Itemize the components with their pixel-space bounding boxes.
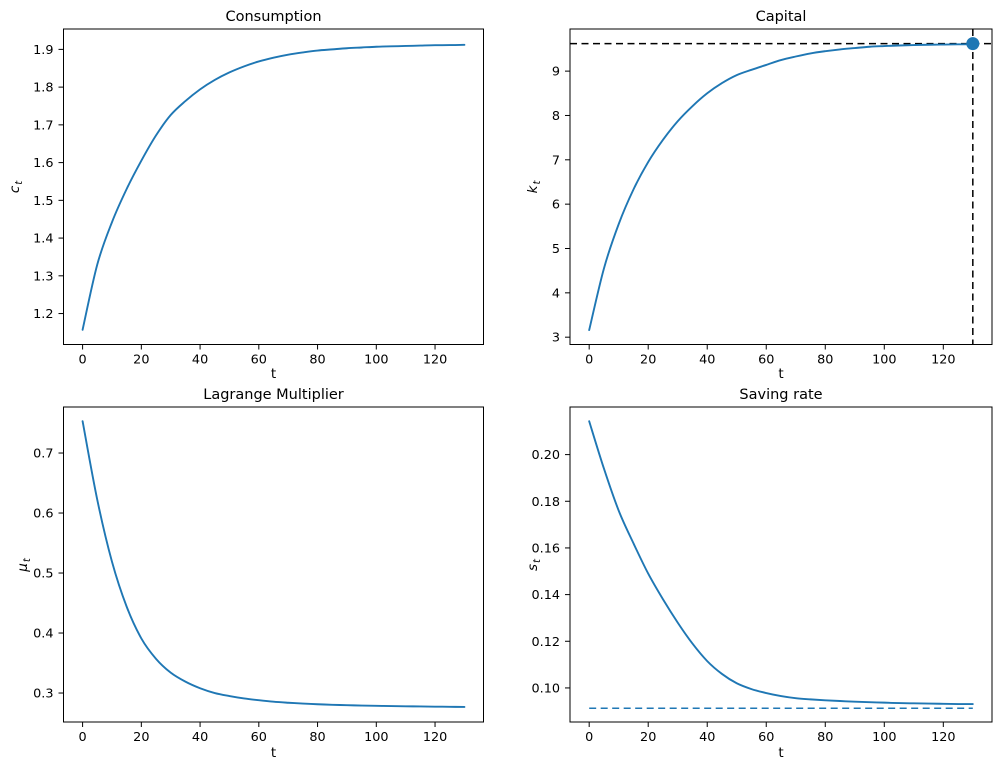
tick-label: 40 bbox=[699, 353, 715, 368]
tick-label: 1.4 bbox=[33, 232, 53, 247]
y-axis-symbol: k bbox=[525, 185, 541, 194]
tick-label: 0.20 bbox=[532, 448, 561, 463]
tick-label: 0.4 bbox=[33, 627, 53, 642]
tick-label: 1.9 bbox=[33, 43, 53, 58]
tick-label: 100 bbox=[872, 730, 896, 745]
x-axis-label: t bbox=[270, 366, 277, 382]
tick-label: 8 bbox=[552, 109, 560, 124]
consumption-curve bbox=[81, 43, 466, 331]
consumption-plot: 0 20 40 60 80 100 120 1.2 1.3 1.4 1.5 1.6 1.7 1.8 1.9 bbox=[33, 28, 484, 368]
tick-label: 1.8 bbox=[33, 81, 53, 96]
x-axis-label: t bbox=[778, 745, 784, 761]
chart-title-saving-rate: Saving rate bbox=[739, 387, 823, 403]
tick-label: 20 bbox=[133, 353, 149, 368]
tick-label: 100 bbox=[872, 353, 896, 368]
chart-title-capital: Capital bbox=[755, 9, 807, 25]
tick-label: 1.5 bbox=[33, 194, 53, 209]
tick-label: 5 bbox=[552, 242, 560, 257]
tick-label: 0.7 bbox=[33, 447, 53, 462]
y-axis-subscript: t bbox=[14, 180, 25, 185]
y-axis-subscript: t bbox=[532, 180, 543, 185]
tick-label: 6 bbox=[552, 198, 560, 213]
tick-label: 0.14 bbox=[532, 588, 561, 603]
tick-label: 100 bbox=[364, 730, 388, 745]
y-axis-label: ct bbox=[7, 181, 25, 193]
consumption-spines bbox=[63, 28, 484, 345]
tick-label: 80 bbox=[309, 730, 325, 745]
tick-label: 40 bbox=[192, 353, 208, 368]
tick-label: 0.12 bbox=[532, 635, 561, 650]
y-axis-subscript: t bbox=[22, 557, 33, 562]
lagrange-multiplier-curve bbox=[81, 420, 466, 708]
tick-label: 3 bbox=[552, 331, 560, 346]
tick-label: 0.3 bbox=[33, 687, 53, 702]
y-axis-label: μt bbox=[15, 558, 33, 572]
y-axis-symbol: μ bbox=[15, 562, 31, 572]
y-axis-label: kt bbox=[525, 180, 543, 193]
tick-label: 20 bbox=[640, 730, 656, 745]
tick-label: 120 bbox=[423, 730, 447, 745]
tick-label: 80 bbox=[817, 730, 833, 745]
tick-label: 0 bbox=[79, 353, 87, 368]
tick-label: 20 bbox=[133, 730, 149, 745]
tick-label: 40 bbox=[192, 730, 208, 745]
y-axis-symbol: c bbox=[7, 185, 23, 193]
saving-rate-plot: 0 20 40 60 80 100 120 0.10 0.12 0.14 0.16 0.18 0.20 bbox=[532, 406, 993, 745]
tick-label: 1.3 bbox=[33, 269, 53, 284]
tick-label: 0.18 bbox=[532, 495, 561, 510]
tick-label: 0.5 bbox=[33, 567, 53, 582]
tick-label: 1.6 bbox=[33, 156, 53, 171]
tick-label: 0.10 bbox=[532, 681, 561, 696]
tick-label: 1.2 bbox=[33, 307, 53, 322]
tick-label: 0.16 bbox=[532, 541, 561, 556]
y-axis-label: st bbox=[525, 559, 543, 571]
lagrange-multiplier-plot: 0 20 40 60 80 100 120 0.3 0.4 0.5 0.6 0.7 bbox=[33, 406, 484, 745]
tick-label: 1.7 bbox=[33, 118, 53, 133]
tick-label: 0.6 bbox=[33, 507, 53, 522]
capital-marker-dot bbox=[966, 37, 980, 51]
tick-label: 60 bbox=[758, 353, 774, 368]
saving-rate-curve bbox=[588, 420, 974, 705]
tick-label: 120 bbox=[931, 730, 955, 745]
capital-plot: 0 20 40 60 80 100 120 3 4 5 6 7 8 9 bbox=[552, 28, 993, 368]
tick-label: 0 bbox=[585, 353, 593, 368]
tick-label: 20 bbox=[640, 353, 656, 368]
tick-label: 60 bbox=[758, 730, 774, 745]
tick-label: 0 bbox=[79, 730, 87, 745]
tick-label: 4 bbox=[552, 286, 560, 301]
capital-curve bbox=[588, 43, 974, 332]
tick-label: 120 bbox=[931, 353, 955, 368]
saving-rate-spines bbox=[569, 406, 993, 723]
chart-title-consumption: Consumption bbox=[225, 9, 322, 25]
tick-label: 120 bbox=[423, 353, 447, 368]
chart-title-lagrange-multiplier: Lagrange Multiplier bbox=[203, 387, 344, 403]
x-axis-label: t bbox=[778, 366, 784, 382]
tick-label: 0 bbox=[585, 730, 593, 745]
tick-label: 9 bbox=[552, 65, 560, 80]
lagrange-multiplier-spines bbox=[63, 406, 484, 723]
tick-label: 60 bbox=[251, 353, 267, 368]
x-axis-label: t bbox=[270, 745, 277, 761]
tick-label: 60 bbox=[251, 730, 267, 745]
tick-label: 7 bbox=[552, 153, 560, 168]
y-axis-symbol: s bbox=[525, 563, 541, 571]
y-axis-subscript: t bbox=[532, 558, 543, 563]
tick-label: 100 bbox=[364, 353, 388, 368]
capital-spines bbox=[569, 28, 993, 345]
tick-label: 80 bbox=[817, 353, 833, 368]
tick-label: 40 bbox=[699, 730, 715, 745]
tick-label: 80 bbox=[309, 353, 325, 368]
